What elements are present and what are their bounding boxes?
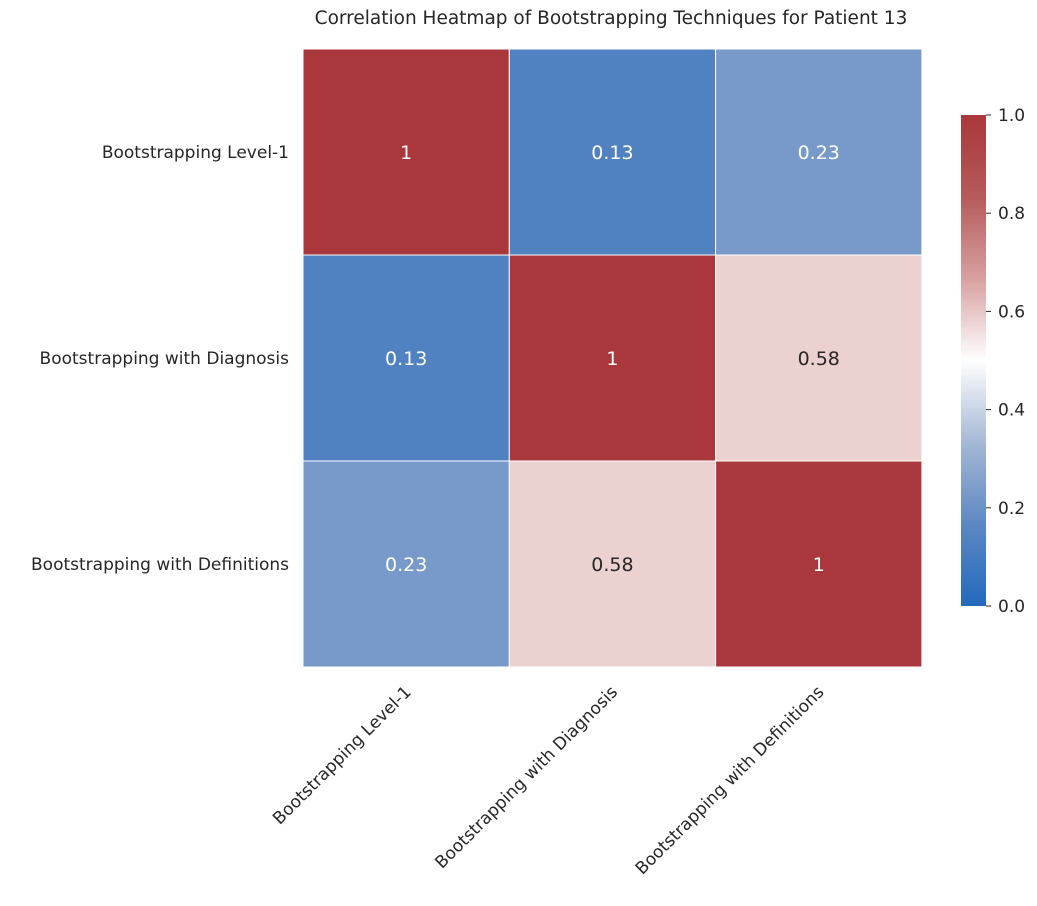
cell-annotation-r0-c1: 0.13 (591, 142, 633, 164)
y-tick-label-1: Bootstrapping with Diagnosis (40, 349, 290, 369)
x-tick-label-0: Bootstrapping Level-1 (269, 682, 415, 828)
x-tick-label-1: Bootstrapping with Diagnosis (431, 682, 622, 873)
cell-annotation-r0-c2: 0.23 (798, 142, 840, 164)
heatmap-cells: 1 0.13 0.23 0.13 1 0.58 0.23 0.58 1 (302, 48, 923, 668)
colorbar-tick-label-1: 0.2 (998, 499, 1025, 519)
colorbar-tick-label-5: 1.0 (998, 106, 1025, 126)
heatmap-cell-r2-c0 (302, 460, 510, 668)
chart-title: Correlation Heatmap of Bootstrapping Tec… (315, 8, 908, 29)
colorbar-tick-label-4: 0.8 (998, 204, 1025, 224)
cell-annotation-r1-c0: 0.13 (385, 348, 427, 370)
y-tick-labels: Bootstrapping Level-1 Bootstrapping with … (31, 143, 289, 575)
heatmap-cell-r0-c1 (508, 48, 717, 256)
colorbar-gradient (961, 115, 986, 606)
cell-annotation-r1-c2: 0.58 (798, 348, 840, 370)
heatmap-cell-r2-c2 (715, 460, 923, 668)
heatmap-cell-r1-c1 (508, 254, 717, 462)
cell-annotation-r0-c0: 1 (400, 142, 412, 164)
cell-annotation-r2-c0: 0.23 (385, 554, 427, 576)
y-tick-label-2: Bootstrapping with Definitions (31, 555, 289, 575)
heatmap-cell-r1-c2 (715, 254, 923, 462)
colorbar-tick-label-0: 0.0 (998, 597, 1025, 617)
colorbar: 0.0 0.2 0.4 0.6 0.8 1.0 (961, 106, 1025, 617)
heatmap-cell-r0-c2 (715, 48, 923, 256)
heatmap-cell-r2-c1 (508, 460, 717, 668)
heatmap-cell-r0-c0 (302, 48, 510, 256)
x-tick-labels: Bootstrapping Level-1 Bootstrapping with … (269, 682, 828, 879)
x-tick-label-2: Bootstrapping with Definitions (632, 682, 829, 879)
cell-annotation-r1-c1: 1 (606, 348, 618, 370)
colorbar-tick-label-2: 0.4 (998, 401, 1025, 421)
heatmap-cell-r1-c0 (302, 254, 510, 462)
y-tick-label-0: Bootstrapping Level-1 (102, 143, 289, 163)
cell-annotation-r2-c1: 0.58 (591, 554, 633, 576)
cell-annotation-r2-c2: 1 (813, 554, 825, 576)
colorbar-tick-label-3: 0.6 (998, 302, 1025, 322)
